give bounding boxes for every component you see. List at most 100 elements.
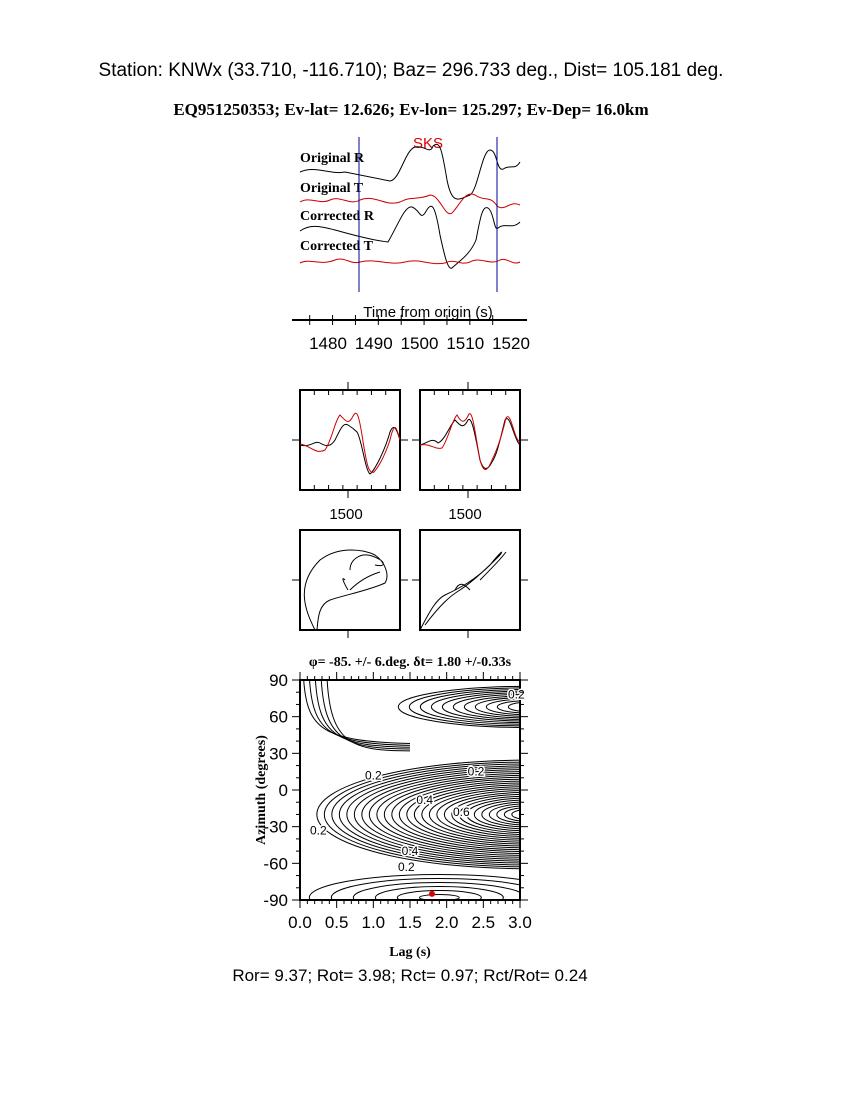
x-tick-label: 0.0 [288, 913, 312, 932]
contour-label: 0.2 [508, 688, 525, 702]
corrected-t-waveform [419, 413, 521, 470]
contour-line [473, 799, 520, 830]
particle-motion [292, 529, 528, 638]
contour-line [330, 878, 520, 900]
y-tick-label: 90 [269, 671, 288, 690]
contour-line [436, 790, 520, 839]
contour-line [316, 759, 520, 870]
contour-line [408, 687, 520, 727]
contour-line [323, 761, 520, 868]
contour-line [466, 797, 520, 832]
contour-line [383, 776, 520, 853]
seismogram-panel: SKS Original R Original T Corrected R Co… [292, 135, 530, 353]
contour-label: 0.2 [398, 860, 415, 874]
contour-line [507, 702, 520, 712]
contour-title: φ= -85. +/- 6.deg. δt= 1.80 +/-0.33s [309, 655, 512, 670]
contour-line [430, 690, 520, 724]
x-tick-label: 1500 [448, 506, 481, 523]
contour-line [496, 700, 520, 714]
contour-label: 0.2 [310, 823, 327, 837]
contour-line [481, 801, 520, 828]
contour-line [503, 807, 520, 822]
contour-line [368, 773, 520, 856]
contour-line [419, 689, 520, 725]
contour-line [309, 680, 411, 746]
x-tick-label: 3.0 [508, 913, 532, 932]
original-t-waveform [299, 412, 401, 473]
contour-line [406, 782, 520, 847]
time-tick-label: 1510 [446, 334, 484, 353]
original-waveform-box [299, 389, 401, 491]
contour-line [374, 886, 504, 900]
contour-line [314, 680, 411, 748]
contour-line [346, 767, 520, 862]
time-tick-label: 1500 [401, 334, 439, 353]
corrected-particle-motion [419, 551, 507, 631]
x-tick-label: 1.5 [398, 913, 422, 932]
time-tick-label: 1490 [355, 334, 393, 353]
station-line: Station: KNWx (33.710, -116.710); Baz= 2… [99, 60, 724, 81]
y-tick-label: -30 [263, 818, 288, 837]
time-tick-label: 1480 [309, 334, 347, 353]
y-tick-label: 30 [269, 744, 288, 763]
contour-line [331, 763, 520, 866]
contour-line [488, 803, 520, 826]
contour-line [458, 795, 520, 834]
contour-line [391, 778, 520, 851]
trace-label: Corrected R [300, 209, 375, 224]
contour-line [451, 793, 520, 835]
trace-label: Original R [300, 151, 365, 166]
corrected-t-trace [299, 258, 521, 265]
contour-line [474, 697, 520, 717]
ratios-line: Ror= 9.37; Rot= 3.98; Rct= 0.97; Rct/Rot… [232, 966, 587, 985]
contour-line [418, 894, 460, 900]
x-tick-label: 2.5 [472, 913, 496, 932]
x-axis-label: Lag (s) [389, 945, 431, 960]
phase-label: SKS [413, 135, 443, 152]
contour-line [496, 805, 520, 824]
event-line: EQ951250353; Ev-lat= 12.626; Ev-lon= 125… [173, 100, 648, 119]
original-particle-motion [303, 549, 388, 631]
contour-line [352, 882, 520, 900]
contour-line [463, 695, 520, 719]
contour-line [485, 698, 520, 716]
contour-label: 0.4 [402, 844, 419, 858]
time-tick-label: 1520 [492, 334, 530, 353]
contour-line [511, 809, 520, 820]
corrected-r-waveform [419, 418, 521, 469]
time-axis-label: Time from origin (s) [363, 304, 492, 321]
contour-line [353, 769, 520, 860]
corrected-waveform-box [419, 389, 521, 491]
contour-line [308, 874, 520, 900]
corrected-r-trace [299, 205, 521, 269]
waveform-comparison: 1500 1500 [292, 382, 528, 523]
contour-line [326, 680, 411, 752]
contour-line [397, 685, 520, 728]
contour-label: 0.2 [365, 768, 382, 782]
y-axis-label: Azimuth (degrees) [254, 735, 269, 845]
y-tick-label: 60 [269, 708, 288, 727]
contour-line [398, 780, 520, 849]
contour-line [413, 784, 520, 845]
contour-line [376, 774, 520, 854]
contour-line [320, 680, 411, 750]
contour-line [452, 693, 520, 720]
original-particle-box [299, 529, 401, 631]
trace-label: Original T [300, 181, 364, 196]
y-tick-label: -90 [263, 891, 288, 910]
y-tick-label: -60 [263, 854, 288, 873]
trace-label: Corrected T [300, 239, 374, 254]
x-tick-label: 0.5 [325, 913, 349, 932]
contour-line [338, 765, 520, 864]
corrected-particle-box [419, 529, 521, 631]
contour-line [361, 771, 520, 858]
x-tick-label: 2.0 [435, 913, 459, 932]
contour-line [396, 890, 482, 900]
contour-line [441, 692, 520, 722]
best-fit-marker [429, 890, 435, 897]
contour-line [303, 680, 411, 745]
original-t-trace [299, 193, 521, 215]
x-tick-label: 1500 [329, 506, 362, 523]
contour-label: 0.2 [468, 765, 485, 779]
